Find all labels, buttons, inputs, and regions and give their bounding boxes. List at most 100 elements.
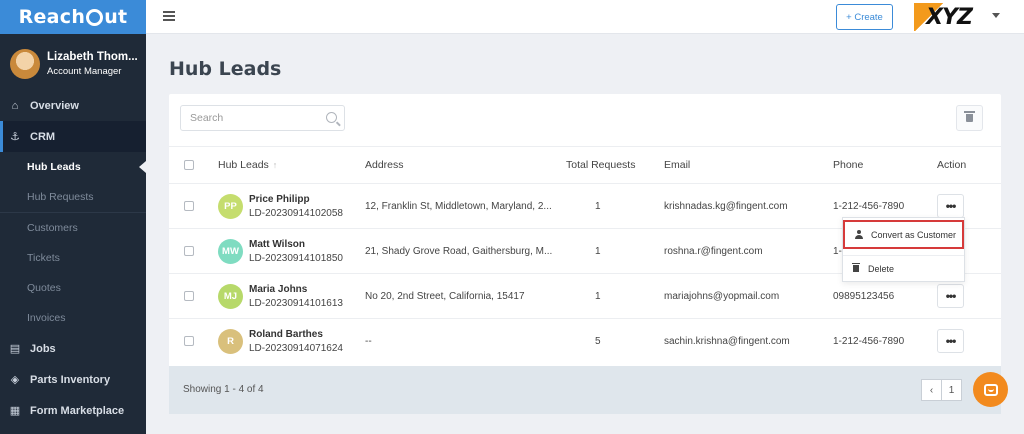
home-icon: ⌂ [11, 99, 19, 112]
search-placeholder: Search [190, 112, 224, 124]
lead-address: 21, Shady Grove Road, Gaithersburg, M... [365, 246, 553, 257]
lead-total-requests: 1 [595, 291, 601, 302]
row-checkbox[interactable] [184, 246, 194, 256]
lead-address: -- [365, 336, 372, 347]
chevron-down-icon[interactable] [992, 13, 1000, 18]
lead-phone: 1- [833, 246, 842, 257]
table-row: MJ Maria Johns LD-20230914101613 No 20, … [169, 274, 1001, 319]
lead-email: krishnadas.kg@fingent.com [664, 201, 788, 212]
user-role: Account Manager [47, 66, 122, 77]
column-header-hub-leads[interactable]: Hub Leads ↑ [218, 159, 277, 171]
bulk-delete-button[interactable] [956, 105, 983, 131]
lead-address: No 20, 2nd Street, California, 15417 [365, 291, 525, 302]
row-checkbox[interactable] [184, 291, 194, 301]
row-action-menu-button[interactable]: ••• [937, 284, 964, 308]
sidebar-item-label: CRM [30, 130, 56, 143]
row-action-menu-button[interactable]: ••• [937, 329, 964, 353]
leads-card: Search Hub Leads ↑ Address Total Requests… [169, 94, 1001, 414]
user-name: Lizabeth Thom... [47, 51, 138, 63]
lead-total-requests: 1 [595, 201, 601, 212]
select-all-checkbox[interactable] [184, 160, 194, 170]
table-row: PP Price Philipp LD-20230914102058 12, F… [169, 184, 1001, 229]
column-header-email: Email [664, 159, 691, 171]
trash-icon [964, 111, 975, 122]
table-row: R Roland Barthes LD-20230914071624 -- 5 … [169, 319, 1001, 364]
lead-initials-avatar: R [218, 329, 243, 354]
trash-icon [852, 263, 860, 272]
convert-as-customer-menu-item[interactable]: Convert as Customer [843, 220, 964, 249]
lead-id: LD-20230914102058 [249, 208, 343, 219]
sidebar-item-form-marketplace[interactable]: ▦ Form Marketplace [0, 395, 146, 426]
page-1-button[interactable]: 1 [941, 379, 962, 401]
menu-item-label: Delete [868, 263, 895, 274]
sidebar-subitem-tickets[interactable]: Tickets [27, 252, 60, 264]
sidebar-item-parts-inventory[interactable]: ◈ Parts Inventory [0, 364, 146, 395]
brand-logo[interactable]: XYZ [914, 3, 984, 31]
briefcase-icon: ▤ [9, 343, 21, 355]
lead-phone: 1-212-456-7890 [833, 336, 905, 347]
lead-name[interactable]: Maria Johns [249, 284, 308, 295]
lead-name[interactable]: Price Philipp [249, 194, 310, 205]
lead-initials-avatar: MJ [218, 284, 243, 309]
sidebar-subitem-quotes[interactable]: Quotes [27, 282, 61, 294]
logo-bar: Reach ut [0, 0, 146, 34]
sidebar-subitem-hub-requests[interactable]: Hub Requests [27, 191, 94, 203]
sidebar-item-jobs[interactable]: ▤ Jobs [0, 333, 146, 364]
anchor-icon: ⚓ [10, 131, 20, 143]
sidebar-item-label: Form Marketplace [30, 404, 125, 417]
pagination-summary: Showing 1 - 4 of 4 [183, 384, 264, 395]
topbar: + Create XYZ [146, 0, 1024, 34]
search-input[interactable]: Search [180, 105, 345, 131]
hamburger-menu-icon[interactable] [163, 11, 175, 21]
avatar [10, 49, 40, 79]
lead-initials-avatar: PP [218, 194, 243, 219]
search-icon [326, 112, 337, 123]
user-icon [855, 230, 863, 239]
pagination: ‹ 1 [921, 379, 962, 401]
menu-item-label: Convert as Customer [871, 229, 957, 240]
lead-id: LD-20230914101613 [249, 298, 343, 309]
lead-phone: 09895123456 [833, 291, 895, 302]
sidebar-subitem-hub-leads[interactable]: Hub Leads [0, 152, 146, 182]
row-checkbox[interactable] [184, 201, 194, 211]
sidebar-item-label: Parts Inventory [30, 373, 111, 386]
row-action-menu-button[interactable]: ••• [937, 194, 964, 218]
sidebar-item-crm[interactable]: ⚓ CRM [0, 121, 146, 152]
column-header-total-requests: Total Requests [566, 159, 636, 171]
lead-name[interactable]: Matt Wilson [249, 239, 306, 250]
lead-id: LD-20230914071624 [249, 343, 343, 354]
prev-page-button[interactable]: ‹ [921, 379, 942, 401]
lead-total-requests: 5 [595, 336, 601, 347]
page-title: Hub Leads [169, 58, 282, 80]
cube-icon: ◈ [10, 374, 20, 386]
lead-total-requests: 1 [595, 246, 601, 257]
form-icon: ▦ [9, 405, 21, 417]
sidebar-item-label: Jobs [30, 342, 56, 355]
lead-address: 12, Franklin St, Middletown, Maryland, 2… [365, 201, 552, 212]
brand-text: XYZ [926, 4, 973, 30]
chat-launcher-button[interactable] [973, 372, 1008, 407]
app-logo[interactable]: Reach ut [19, 6, 128, 28]
sidebar-subitem-invoices[interactable]: Invoices [27, 312, 66, 324]
logo-suffix: ut [104, 6, 128, 28]
sidebar-subitem-customers[interactable]: Customers [27, 222, 78, 234]
lead-email: mariajohns@yopmail.com [664, 291, 780, 302]
sidebar-item-label: Overview [30, 99, 79, 112]
table-row: MW Matt Wilson LD-20230914101850 21, Sha… [169, 229, 1001, 274]
user-profile[interactable]: Lizabeth Thom... Account Manager [0, 36, 146, 90]
lead-id: LD-20230914101850 [249, 253, 343, 264]
create-button[interactable]: + Create [836, 4, 893, 30]
column-header-action: Action [937, 159, 967, 171]
logo-text: Reach [18, 6, 86, 28]
logo-o-icon [86, 9, 104, 26]
divider [0, 212, 146, 213]
lead-name[interactable]: Roland Barthes [249, 329, 323, 340]
column-header-phone: Phone [833, 159, 864, 171]
row-checkbox[interactable] [184, 336, 194, 346]
delete-menu-item[interactable]: Delete [843, 255, 964, 281]
sidebar-item-overview[interactable]: ⌂ Overview [0, 90, 146, 121]
lead-initials-avatar: MW [218, 239, 243, 264]
lead-phone: 1-212-456-7890 [833, 201, 905, 212]
sidebar: Reach ut Lizabeth Thom... Account Manager… [0, 0, 146, 434]
table-footer: Showing 1 - 4 of 4 ‹ 1 [169, 366, 1001, 414]
